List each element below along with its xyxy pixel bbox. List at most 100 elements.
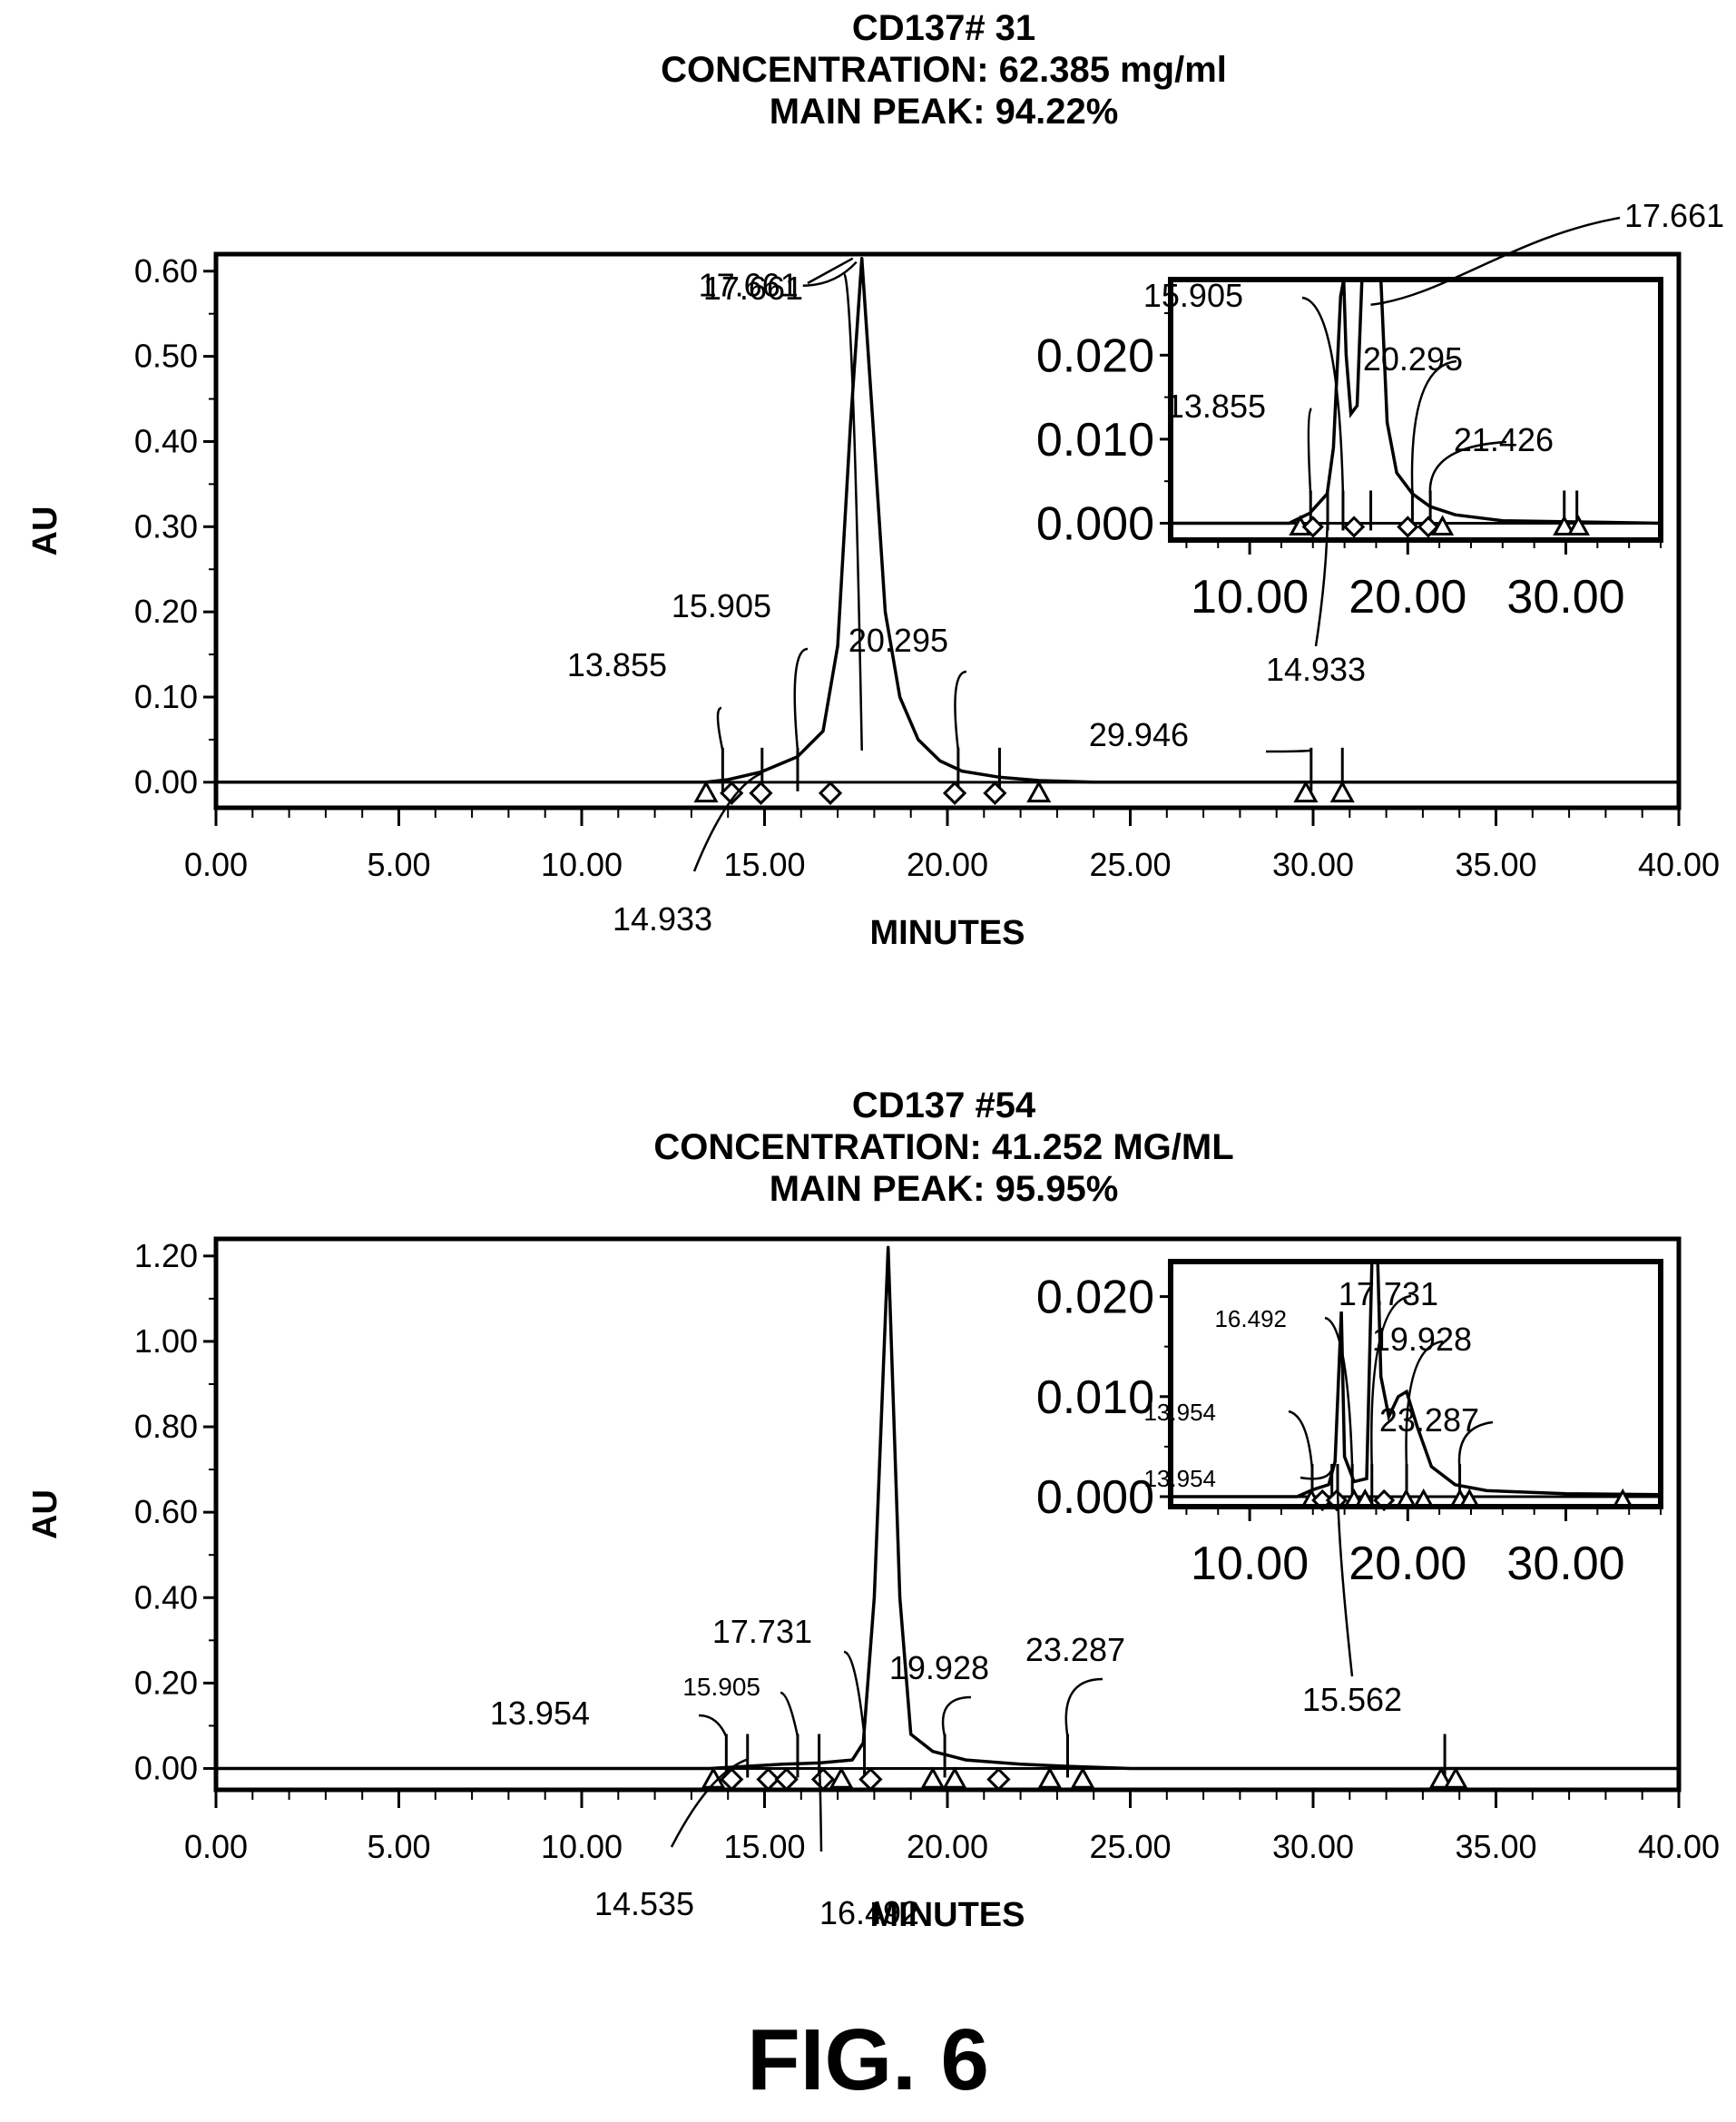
- leader-line: [843, 1650, 866, 1737]
- inset-y-tick-label: 0.000: [1036, 497, 1154, 550]
- peak-label: 13.855: [567, 646, 667, 683]
- inset-frame: [1168, 277, 1663, 543]
- y-tick-label: 0.00: [134, 763, 198, 801]
- x-tick-label: 0.00: [184, 846, 248, 883]
- inset-leader-line: [1428, 440, 1507, 496]
- x-tick-label: 30.00: [1272, 1828, 1354, 1865]
- y-tick-label: 0.20: [134, 1664, 198, 1701]
- inset-trace: [1171, 280, 1661, 526]
- x-tick-label: 40.00: [1638, 846, 1720, 883]
- integration-marker: [1329, 780, 1355, 803]
- x-tick-label: 20.00: [907, 846, 988, 883]
- inset-peak-label: 13.855: [1166, 388, 1266, 425]
- peak-label: 15.905: [682, 1673, 760, 1701]
- x-tick-label: 15.00: [723, 1828, 805, 1865]
- y-tick-label: 1.20: [134, 1237, 198, 1274]
- inset-integration-marker: [1431, 515, 1455, 535]
- inset-leader-line: [1410, 359, 1457, 496]
- inset-backdrop: [1164, 273, 1667, 546]
- x-tick-label: 35.00: [1455, 1828, 1536, 1865]
- y-tick-label: 0.30: [134, 507, 198, 545]
- inset-peak-label: 14.933: [1266, 651, 1366, 688]
- peak-label: 16.492: [819, 1894, 919, 1931]
- inset-leader-line: [1314, 505, 1329, 647]
- chart1-panel: 0.00 0.10 0.20 0.30 0.40 0.50 0.60 0.00 5.00 10.0…: [26, 197, 1724, 952]
- peak-label: 20.295: [848, 622, 948, 659]
- y-tick-label: 0.80: [134, 1408, 198, 1445]
- integration-marker: [983, 781, 1007, 805]
- y-tick-label: 0.60: [134, 252, 198, 290]
- inset-x-tick-label: 20.00: [1349, 571, 1466, 624]
- peak-label: 15.905: [672, 587, 771, 624]
- inset-leader-line: [1307, 408, 1313, 496]
- leader-line: [692, 771, 763, 872]
- main-peak-leader-line: [802, 260, 858, 287]
- peak-label: 23.287: [1025, 1631, 1125, 1668]
- peak-label: 19.928: [889, 1649, 989, 1686]
- leader-line: [698, 1714, 728, 1737]
- y-tick-label: 0.00: [134, 1749, 198, 1786]
- inset-x-tick-label: 10.00: [1191, 571, 1309, 624]
- x-tick-label: 30.00: [1272, 846, 1354, 883]
- integration-marker: [858, 1767, 883, 1792]
- x-tick-label: 10.00: [541, 846, 623, 883]
- peak-label: 17.661: [703, 270, 803, 307]
- chart2-title: CD137 #54 CONCENTRATION: 41.252 MG/ML MA…: [0, 1085, 1736, 1210]
- inset-leader-line: [1336, 1478, 1354, 1677]
- inset-y-tick-label: 0.000: [1036, 1471, 1154, 1524]
- inset-leader-line: [1301, 296, 1345, 496]
- main-peak-label: 17.661: [699, 267, 799, 304]
- inset-leader-line: [1324, 1316, 1354, 1470]
- chart1-title-line3: MAIN PEAK: 94.22%: [769, 92, 1119, 132]
- inset-leader-line: [1370, 1294, 1412, 1470]
- chart2-title-line3: MAIN PEAK: 95.95%: [769, 1169, 1119, 1209]
- chart1-title-line2: CONCENTRATION: 62.385 mg/ml: [661, 50, 1227, 90]
- inset-leader-line: [1370, 216, 1621, 307]
- leader-line: [716, 706, 724, 752]
- inset-peak-label: 13.954: [1143, 1465, 1216, 1492]
- inset-panel: 0.000 0.010 0.020 10.00 20.00 30.00 13.855 14.9…: [1036, 197, 1724, 688]
- peak-label: 14.535: [594, 1885, 694, 1922]
- integration-marker: [1026, 780, 1052, 803]
- inset-frame: [1168, 1259, 1663, 1509]
- integration-marker: [749, 781, 773, 805]
- inset-leader-line: [1405, 1340, 1444, 1470]
- inset-x-tick-label: 30.00: [1506, 571, 1624, 624]
- inset-integration-marker: [1301, 516, 1324, 538]
- inset-peak-label: 15.562: [1302, 1681, 1402, 1718]
- y-axis-title: AU: [26, 1489, 64, 1539]
- x-tick-label: 0.00: [184, 1828, 248, 1865]
- inset-peak-label: 20.295: [1363, 340, 1463, 378]
- integration-marker: [942, 781, 967, 805]
- leader-line: [793, 647, 809, 751]
- inset-leader-line: [1457, 1420, 1494, 1470]
- inset-x-tick-label: 10.00: [1191, 1537, 1309, 1590]
- x-tick-label: 5.00: [367, 1828, 430, 1865]
- integration-marker: [756, 1767, 780, 1792]
- leader-line: [670, 1758, 749, 1848]
- integration-marker: [986, 1767, 1011, 1792]
- inset-integration-marker: [1342, 516, 1366, 538]
- inset-y-tick-label: 0.010: [1036, 414, 1154, 467]
- leader-line: [807, 257, 854, 285]
- x-axis-title: MINUTES: [870, 914, 1025, 952]
- x-tick-label: 25.00: [1089, 846, 1171, 883]
- inset-peak-label: 17.731: [1339, 1275, 1438, 1312]
- chart2-panel: 0.00 0.20 0.40 0.60 0.80 1.00 1.20 0.00 5.00 10.0…: [26, 1236, 1720, 1934]
- integration-marker: [1428, 1766, 1454, 1789]
- chart2-title-line1: CD137 #54: [851, 1086, 1036, 1125]
- chart1-title: CD137# 31 CONCENTRATION: 62.385 mg/ml MA…: [0, 7, 1736, 133]
- leader-line: [842, 272, 863, 751]
- inset-integration-marker: [1417, 516, 1440, 538]
- integration-marker: [1293, 780, 1319, 803]
- integration-marker: [693, 780, 719, 803]
- inset-integration-marker: [1553, 515, 1576, 535]
- inset-peak-label: 16.492: [1214, 1305, 1287, 1332]
- integration-marker: [810, 1767, 836, 1792]
- integration-marker: [1070, 1766, 1095, 1789]
- inset-peak-label: 13.954: [1143, 1399, 1216, 1426]
- inset-peak-label: 21.426: [1454, 421, 1554, 458]
- peak-label: 14.933: [613, 900, 712, 938]
- inset-backdrop: [1164, 1255, 1667, 1513]
- integration-marker: [829, 1766, 854, 1789]
